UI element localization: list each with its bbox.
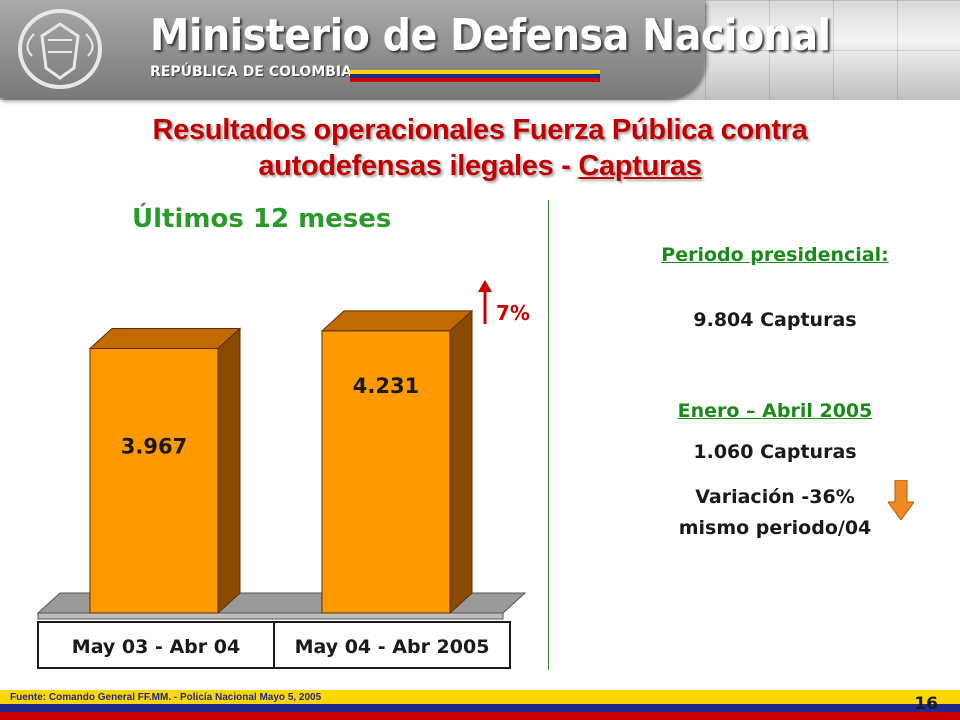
slide-title: Resultados operacionales Fuerza Pública … bbox=[0, 112, 960, 184]
ministry-title: Ministerio de Defensa Nacional bbox=[150, 10, 831, 61]
slide-title-line2: autodefensas ilegales - Capturas bbox=[0, 148, 960, 184]
category-label-1: May 04 - Abr 2005 bbox=[295, 636, 490, 658]
slide-title-line1: Resultados operacionales Fuerza Pública … bbox=[152, 114, 808, 146]
bar-chart: 3.967 May 03 - Abr 04 4.231 May 04 - Abr 20… bbox=[30, 270, 550, 670]
period-label: Periodo presidencial: bbox=[661, 244, 889, 266]
bar-side-1 bbox=[449, 309, 473, 615]
bar-chart-svg: 3.967 May 03 - Abr 04 4.231 May 04 - Abr 20… bbox=[36, 280, 530, 669]
slide-title-line2-text: autodefensas ilegales - bbox=[258, 150, 579, 182]
down-arrow-icon bbox=[888, 480, 914, 520]
bar-top-1 bbox=[320, 310, 474, 332]
banner-grid-pattern bbox=[705, 0, 960, 100]
range-label: Enero – Abril 2005 bbox=[677, 400, 873, 422]
footer-flag-bar bbox=[0, 690, 960, 720]
banner-plate: Ministerio de Defensa Nacional REPÚBLICA… bbox=[0, 0, 831, 98]
bar-top-0 bbox=[88, 328, 242, 350]
bar-value-label-0: 3.967 bbox=[121, 435, 187, 459]
period-value: 9.804 Capturas bbox=[693, 309, 857, 331]
variation-line1: Variación -36% bbox=[695, 486, 855, 508]
bar-0 bbox=[89, 348, 219, 614]
header-banner: Ministerio de Defensa Nacional REPÚBLICA… bbox=[0, 0, 960, 100]
flag-stripe bbox=[350, 70, 600, 82]
slide-title-emphasis: Capturas bbox=[578, 150, 702, 182]
change-label: 7% bbox=[496, 301, 530, 325]
bar-value-label-1: 4.231 bbox=[353, 374, 419, 398]
chart-floor-edge bbox=[37, 612, 504, 620]
ministry-subtitle: REPÚBLICA DE COLOMBIA bbox=[150, 64, 352, 80]
bar-1 bbox=[321, 330, 451, 614]
increase-arrow-head bbox=[478, 280, 492, 292]
range-value: 1.060 Capturas bbox=[693, 441, 857, 463]
variation-line2: mismo periodo/04 bbox=[678, 517, 872, 539]
page-number: 16 bbox=[914, 694, 938, 714]
source-note: Fuente: Comando General FF.MM. - Policía… bbox=[10, 692, 322, 703]
coat-of-arms-icon bbox=[18, 9, 102, 89]
bar-side-0 bbox=[217, 327, 241, 615]
category-label-0: May 03 - Abr 04 bbox=[72, 636, 240, 658]
left-heading: Últimos 12 meses bbox=[132, 204, 392, 234]
vertical-divider bbox=[548, 200, 549, 670]
